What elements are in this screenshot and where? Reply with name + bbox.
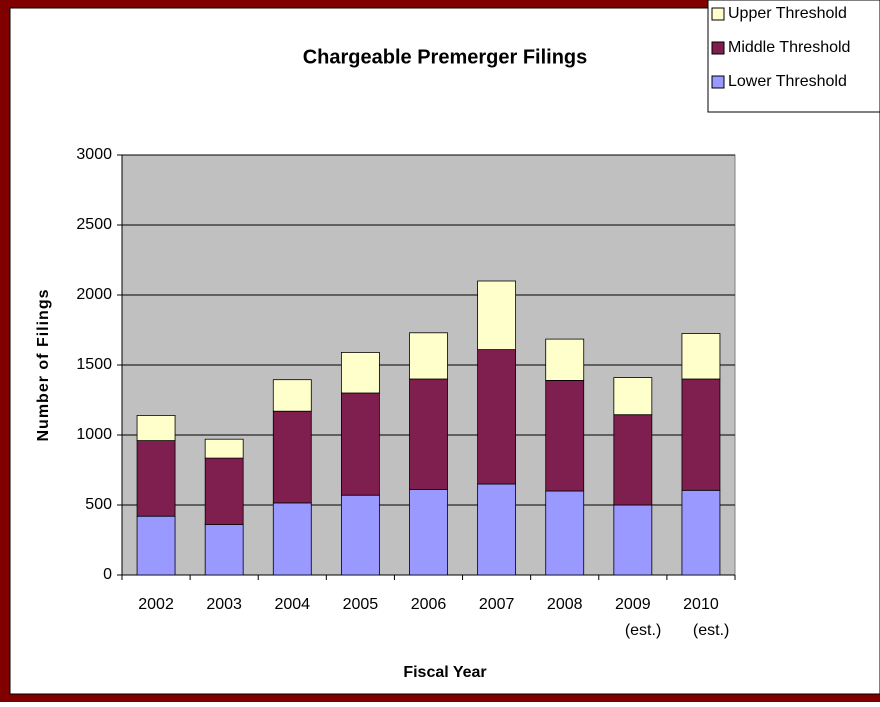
bar-segment (272, 410, 312, 504)
bar-segment (204, 524, 244, 576)
legend-swatch (711, 75, 725, 89)
x-tick-label: 2003 (206, 596, 242, 613)
bar-segment (204, 457, 244, 526)
chart-title: Chargeable Premerger Filings (303, 46, 588, 68)
bar-segment (613, 414, 653, 506)
x-tick-label: 2006 (411, 596, 447, 613)
legend-label: Upper Threshold (728, 5, 847, 22)
bar-segment (409, 378, 448, 490)
legend (707, 0, 880, 113)
bar-segment (136, 414, 176, 441)
y-tick-label: 1500 (76, 356, 112, 373)
x-tick-label: 2010 (est.) (683, 596, 729, 639)
bar-segment (681, 333, 721, 380)
x-tick-label: 2004 (274, 596, 310, 613)
bar-segment (477, 349, 517, 485)
y-tick-label: 0 (103, 566, 112, 583)
x-tick-label: 2009 (est.) (615, 596, 661, 639)
bar-segment (545, 490, 585, 576)
legend-swatch (711, 41, 725, 55)
y-tick-label: 3000 (76, 146, 112, 163)
bar-segment (681, 378, 721, 491)
y-tick-label: 2500 (76, 216, 112, 233)
bar-segment (477, 280, 517, 350)
bar-segment (613, 504, 653, 576)
x-tick-label: 2007 (479, 596, 515, 613)
bar-segment (272, 379, 312, 412)
bar-segment (409, 489, 448, 576)
legend-label: Lower Threshold (728, 73, 847, 90)
x-tick-label: 2005 (343, 596, 379, 613)
y-tick-label: 500 (85, 496, 112, 513)
bar-segment (545, 338, 585, 381)
bar-segment (272, 502, 312, 576)
bar-segment (340, 351, 380, 394)
bar-segment (136, 515, 176, 576)
bar-segment (136, 440, 176, 517)
bar-segment (545, 379, 585, 492)
x-axis-label: Fiscal Year (403, 664, 486, 681)
bar-segment (613, 377, 653, 416)
bar-segment (409, 332, 448, 380)
x-tick-label: 2008 (547, 596, 583, 613)
bar-segment (204, 438, 244, 459)
y-tick-label: 1000 (76, 426, 112, 443)
legend-swatch (711, 7, 725, 21)
y-axis-label: Number of Filings (35, 289, 52, 442)
bar-segment (477, 483, 517, 576)
bar-segment (340, 392, 380, 496)
x-tick-label: 2002 (138, 596, 174, 613)
bar-segment (340, 494, 380, 576)
y-tick-label: 2000 (76, 286, 112, 303)
bar-segment (681, 489, 721, 576)
legend-label: Middle Threshold (728, 39, 850, 56)
